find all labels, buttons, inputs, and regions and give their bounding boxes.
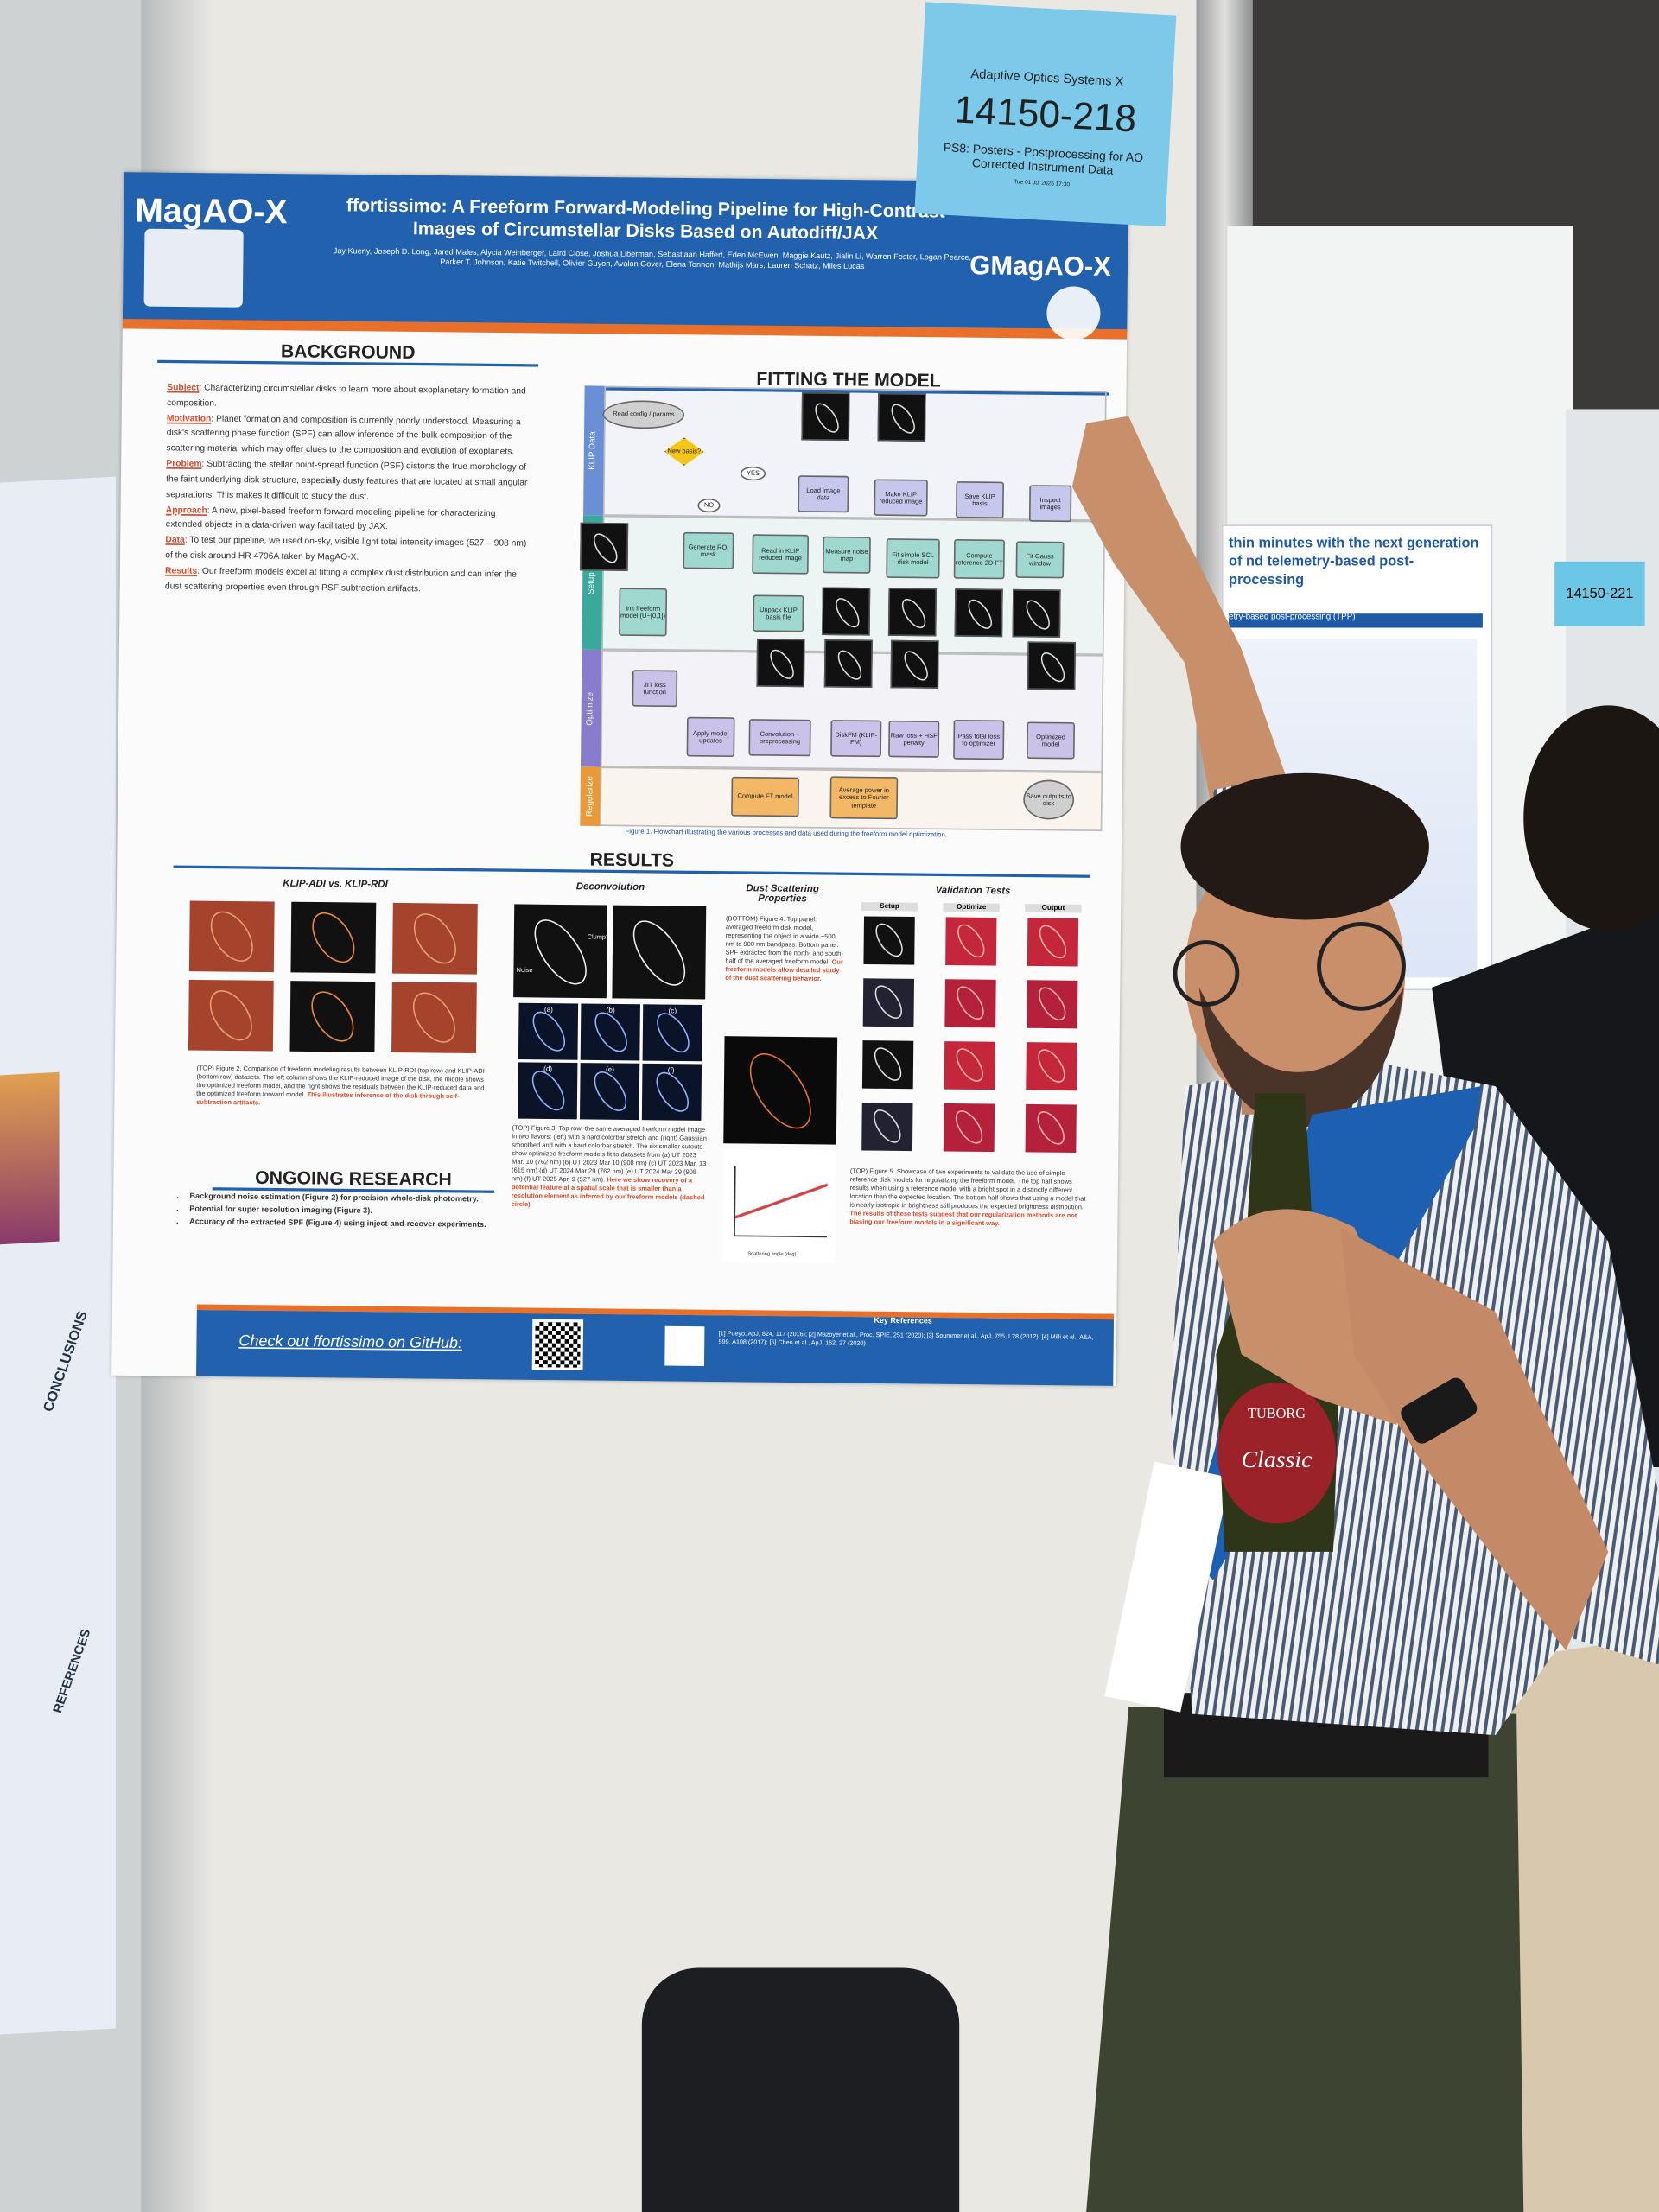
bystander-hair xyxy=(1523,705,1659,931)
neighbor-section: etry-based post-processing (TPP) xyxy=(1229,613,1483,628)
neighbor-sign: 14150-221 xyxy=(1554,561,1645,626)
glasses xyxy=(1173,940,1240,1007)
neighbor-title: thin minutes with the next generation of… xyxy=(1229,536,1479,588)
pants xyxy=(1086,1707,1524,2212)
backpack xyxy=(641,1967,960,2212)
bottle-label-text: Classic xyxy=(1242,1446,1313,1473)
bottle-brand: TUBORG xyxy=(1248,1405,1306,1421)
watch xyxy=(1401,1377,1478,1444)
raised-arm xyxy=(1071,416,1291,847)
forearm xyxy=(1340,1227,1609,1651)
beard xyxy=(1198,987,1404,1129)
hair xyxy=(1180,772,1429,920)
badge xyxy=(1104,1461,1230,1713)
bottle-label xyxy=(1217,1382,1337,1524)
glasses xyxy=(1317,921,1406,1011)
